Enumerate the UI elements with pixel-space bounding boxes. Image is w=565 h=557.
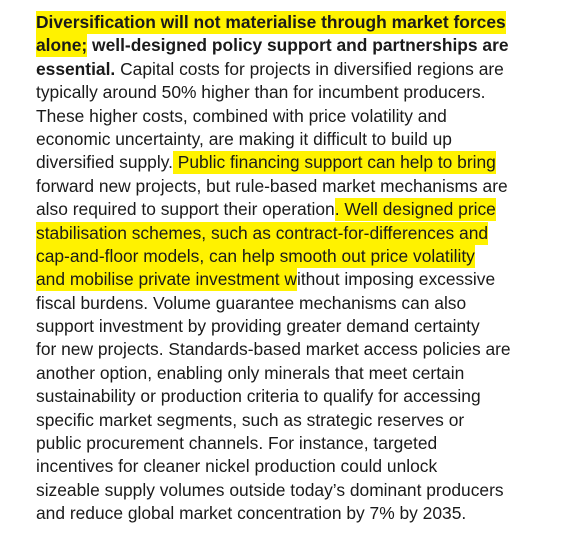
text-segment: for new projects. Standards-based market… <box>36 339 511 360</box>
text-segment: ithout imposing excessive <box>296 269 496 290</box>
text-line: and mobilise private investment without … <box>36 268 556 292</box>
text-segment: sustainability or production criteria to… <box>36 386 481 407</box>
text-line: for new projects. Standards-based market… <box>36 338 556 361</box>
document-page: Diversification will not materialise thr… <box>36 11 556 526</box>
bold-text: well-designed policy support and partner… <box>87 35 509 56</box>
text-line: forward new projects, but rule-based mar… <box>36 175 556 198</box>
highlighted-text: cap-and-floor models, can help smooth ou… <box>36 244 475 268</box>
text-segment: sizeable supply volumes outside today’s … <box>36 479 504 500</box>
text-line: also required to support their operation… <box>36 198 556 222</box>
text-line: incentives for cleaner nickel production… <box>36 455 556 478</box>
text-line: cap-and-floor models, can help smooth ou… <box>36 244 556 268</box>
text-segment: incentives for cleaner nickel production… <box>36 456 438 477</box>
text-segment: also required to support their operation <box>36 199 335 220</box>
text-line: another option, enabling only minerals t… <box>36 362 556 385</box>
text-segment: fiscal burdens. Volume guarantee mechani… <box>36 292 467 313</box>
text-segment: typically around 50% higher than for inc… <box>36 82 486 103</box>
text-line: economic uncertainty, are making it diff… <box>36 128 556 151</box>
text-segment: support investment by providing greater … <box>36 316 480 337</box>
text-line: and reduce global market concentration b… <box>36 502 556 525</box>
text-segment: public procurement channels. For instanc… <box>36 433 438 454</box>
highlighted-text: Public financing support can help to bri… <box>172 151 496 175</box>
text-segment: diversified supply. <box>36 152 173 173</box>
text-segment: specific market segments, such as strate… <box>36 409 465 430</box>
text-line: sizeable supply volumes outside today’s … <box>36 479 556 502</box>
text-line: support investment by providing greater … <box>36 315 556 338</box>
text-segment: These higher costs, combined with price … <box>36 105 447 126</box>
text-line: alone; well-designed policy support and … <box>36 34 556 58</box>
text-line: stabilisation schemes, such as contract-… <box>36 221 556 245</box>
text-segment: Capital costs for projects in diversifie… <box>115 58 504 79</box>
text-line: These higher costs, combined with price … <box>36 105 556 128</box>
text-line: sustainability or production criteria to… <box>36 385 556 408</box>
highlighted-text: Diversification will not materialise thr… <box>36 11 506 34</box>
body-paragraph: Diversification will not materialise thr… <box>36 11 556 526</box>
text-line: typically around 50% higher than for inc… <box>36 81 556 104</box>
text-line: public procurement channels. For instanc… <box>36 432 556 455</box>
highlighted-text: and mobilise private investment w <box>36 268 297 292</box>
text-line: Diversification will not materialise thr… <box>36 11 556 34</box>
highlighted-text: . Well designed price <box>334 198 496 222</box>
highlighted-text: alone; <box>36 34 88 58</box>
text-line: fiscal burdens. Volume guarantee mechani… <box>36 292 556 315</box>
bold-text: essential. <box>36 58 116 79</box>
text-segment: economic uncertainty, are making it diff… <box>36 128 452 149</box>
text-segment: another option, enabling only minerals t… <box>36 362 465 383</box>
text-line: specific market segments, such as strate… <box>36 409 556 432</box>
highlighted-text: stabilisation schemes, such as contract-… <box>36 221 489 245</box>
text-segment: forward new projects, but rule-based mar… <box>36 175 508 196</box>
text-line: diversified supply. Public financing sup… <box>36 151 556 175</box>
text-line: essential. Capital costs for projects in… <box>36 58 556 81</box>
text-segment: and reduce global market concentration b… <box>36 503 467 524</box>
